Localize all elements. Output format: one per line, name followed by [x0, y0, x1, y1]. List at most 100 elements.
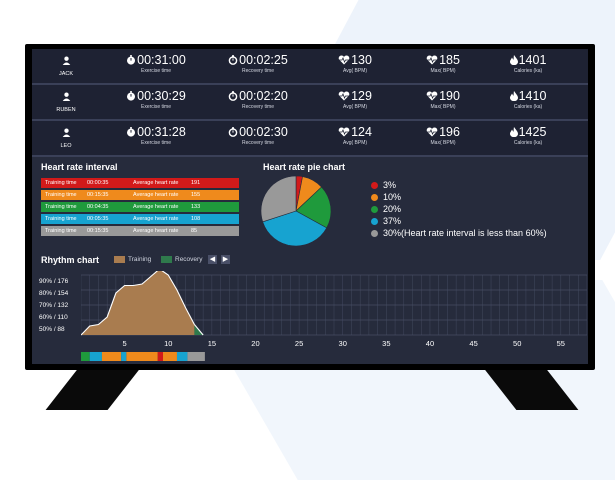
hr-training-time: 00:15:35 [87, 192, 109, 198]
hr-training-label: Training time [45, 180, 77, 186]
hr-training-time: 00:15:35 [87, 228, 109, 234]
user-row[interactable]: LEO 00:31:28 Exercise time 00:02:30 Reco… [32, 121, 588, 157]
legend-dot [371, 205, 378, 213]
hr-avg-value: 108 [191, 216, 201, 222]
stopwatch-icon [127, 91, 136, 101]
rhythm-chart [81, 271, 587, 336]
x-tick-label: 5 [122, 339, 127, 348]
heart-rate-interval-title: Heart rate interval [41, 162, 118, 172]
heart-pulse-icon [338, 127, 350, 137]
hr-avg-value: 133 [191, 204, 201, 210]
max-bpm-label: Max( BPM) [430, 140, 456, 146]
hr-avg-label: Average heart rate [133, 216, 179, 222]
heart-pulse-icon [426, 55, 438, 65]
max-bpm-label: Max( BPM) [430, 68, 456, 74]
avg-bpm-value: 129 [351, 89, 372, 103]
exercise-time-label: Exercise time [140, 104, 171, 110]
user-cell: RUBEN [46, 88, 86, 113]
pie-slice [295, 186, 332, 229]
timer-icon [228, 91, 238, 101]
x-tick-label: 20 [251, 339, 260, 348]
calories: 1425 Calories (ka) [498, 125, 558, 146]
recovery-time-label: Recovery time [242, 104, 274, 110]
pie-legend-item: 20% [371, 204, 401, 214]
recovery-time-value: 00:02:20 [239, 89, 288, 103]
avg-bpm-value: 124 [351, 125, 372, 139]
area-training [81, 271, 195, 335]
line-training [81, 271, 195, 336]
prev-button[interactable]: ◀ [208, 255, 217, 264]
x-tick-label: 55 [556, 339, 565, 348]
y-tick-label: 50% / 88 [39, 326, 65, 333]
recovery-time: 00:02:25 Recovery time [218, 53, 298, 74]
heart-zone-bar [81, 352, 205, 361]
line-recovery [193, 324, 204, 336]
heart-rate-pie-chart [260, 175, 332, 247]
user-row[interactable]: RUBEN 00:30:29 Exercise time 00:02:20 Re… [32, 85, 588, 121]
exercise-time-label: Exercise time [140, 68, 171, 74]
pie-legend-label: 10% [383, 192, 402, 202]
user-icon [62, 56, 70, 65]
legend-dot [371, 181, 378, 189]
pie-legend-label: 37% [383, 216, 402, 226]
heart-rate-interval-row: Training time 00:04:35 Average heart rate 1… [41, 202, 239, 212]
zone-segment [89, 352, 102, 361]
exercise-time-value: 00:30:29 [137, 89, 186, 103]
y-tick-label: 80% / 154 [39, 290, 69, 297]
calories-label: Calories (ka) [513, 140, 543, 146]
next-button[interactable]: ▶ [221, 255, 230, 264]
user-cell: LEO [46, 124, 86, 149]
y-tick-label: 60% / 110 [39, 314, 68, 321]
timer-icon [228, 127, 238, 137]
flame-icon [509, 91, 518, 101]
recovery-time-label: Recovery time [242, 140, 274, 146]
rhythm-chart-title: Rhythm chart [41, 255, 100, 265]
flame-icon [509, 55, 518, 65]
recovery-time-value: 00:02:25 [239, 53, 288, 67]
heart-pulse-icon [426, 127, 438, 137]
hr-training-label: Training time [45, 204, 77, 210]
dashboard-screen: JACK 00:31:00 Exercise time 00:02:25 Rec… [32, 49, 588, 364]
calories-value: 1425 [518, 125, 547, 139]
hr-training-label: Training time [45, 216, 77, 222]
zone-segment [157, 352, 164, 361]
avg-bpm-label: Avg( BPM) [342, 104, 368, 110]
zone-segment [176, 352, 188, 361]
zone-segment [101, 352, 122, 361]
user-row[interactable]: JACK 00:31:00 Exercise time 00:02:25 Rec… [32, 49, 588, 85]
max-bpm: 196 Max( BPM) [418, 125, 468, 146]
max-bpm-value: 190 [439, 89, 460, 103]
zone-segment [163, 352, 177, 361]
zone-segment [187, 352, 205, 361]
exercise-time: 00:31:28 Exercise time [116, 125, 196, 146]
max-bpm-value: 185 [439, 53, 460, 67]
y-tick-label: 70% / 132 [39, 302, 69, 309]
calories-label: Calories (ka) [513, 68, 543, 74]
legend-dot [371, 229, 378, 237]
legend-dot [371, 193, 378, 201]
zone-segment [81, 352, 90, 361]
pie-legend-item: 3% [371, 180, 396, 190]
x-tick-label: 35 [382, 339, 391, 348]
user-name: LEO [60, 143, 72, 149]
pie-legend-item: 10% [371, 192, 401, 202]
exercise-time-value: 00:31:28 [137, 125, 186, 139]
legend-recovery-label: Recovery [175, 256, 203, 263]
user-icon [62, 92, 70, 101]
stopwatch-icon [127, 127, 136, 137]
max-bpm-value: 196 [439, 125, 460, 139]
hr-avg-label: Average heart rate [133, 180, 179, 186]
pie-legend-item: 37% [371, 216, 401, 226]
heart-rate-interval-row: Training time 00:15:35 Average heart rate 8… [41, 226, 239, 236]
hr-training-time: 00:05:35 [87, 216, 109, 222]
hr-avg-label: Average heart rate [133, 192, 179, 198]
user-name: RUBEN [56, 107, 76, 113]
x-tick-label: 50 [513, 339, 522, 348]
zone-segment [126, 352, 158, 361]
x-tick-label: 10 [164, 339, 173, 348]
calories-value: 1401 [518, 53, 547, 67]
flame-icon [509, 127, 518, 137]
heart-pulse-icon [338, 55, 350, 65]
user-name: JACK [58, 71, 74, 77]
avg-bpm-value: 130 [351, 53, 372, 67]
